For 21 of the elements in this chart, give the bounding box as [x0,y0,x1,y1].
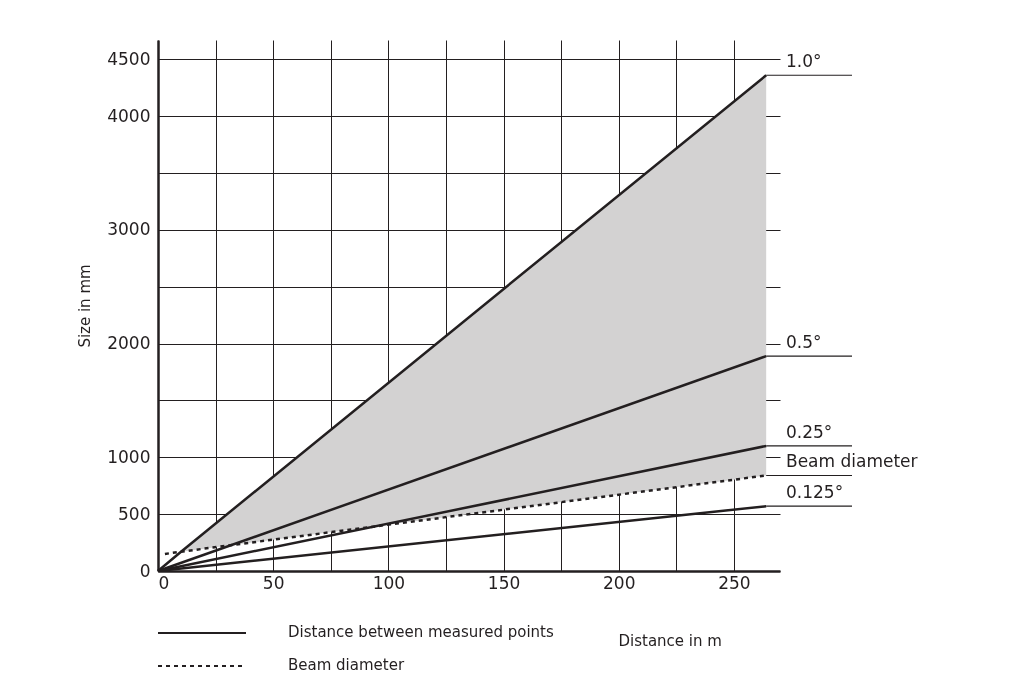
x-axis-title: Distance in m [618,631,722,650]
text: Distance between measured points [288,623,554,641]
series-label: Beam diameter [786,451,918,472]
x-tick-label: 250 [718,572,751,593]
series-label: 0.25° [786,421,833,442]
x-tick-label: 200 [603,572,636,593]
x-tick-label: 0 [158,572,170,593]
x-tick-label: 100 [372,572,406,593]
y-tick-label: 1000 [107,446,151,467]
x-tick-label: 50 [262,572,285,593]
y-tick-label: 4000 [107,105,151,126]
x-tick-label: 150 [487,572,521,593]
y-axis-title: Size in mm [76,264,95,348]
y-tick-label: 4500 [107,48,151,69]
series-label: 0.5° [786,332,822,353]
text: Beam diameter [288,656,405,674]
series-label: 1.0° [786,51,822,72]
y-tick-label: 2000 [107,333,151,354]
y-tick-label: 3000 [107,219,151,240]
y-tick-label: 500 [118,503,151,524]
series-label: 0.125° [786,482,844,503]
